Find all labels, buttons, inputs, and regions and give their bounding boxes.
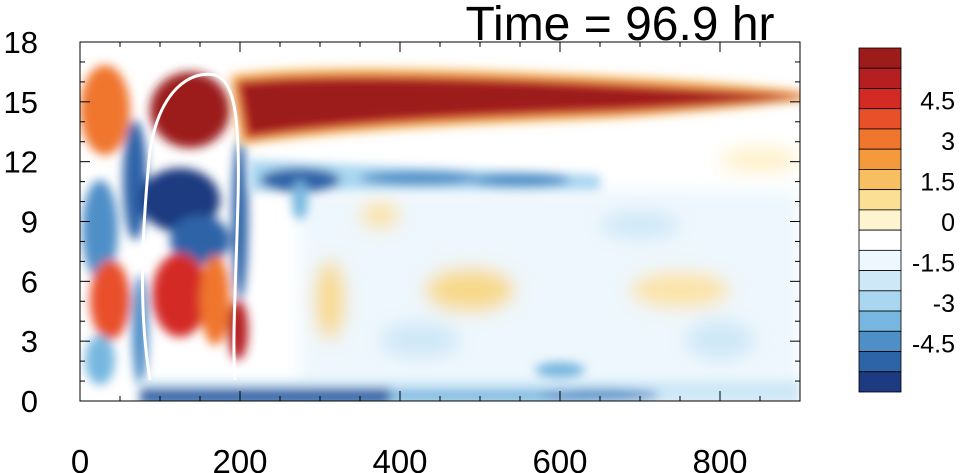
field-surface-layer	[140, 362, 800, 401]
colorbar-swatch	[858, 47, 902, 69]
y-tick-label: 12	[4, 145, 38, 180]
colorbar-swatch	[858, 67, 902, 89]
colorbar-tick-label: 3	[941, 128, 955, 156]
x-tick-label: 200	[212, 443, 267, 473]
colorbar-swatch	[858, 371, 902, 393]
colorbar-swatch	[858, 270, 902, 292]
y-tick-label: 18	[4, 25, 38, 60]
colorbar-tick-label: -1.5	[912, 250, 955, 278]
colorbar-swatch	[858, 128, 902, 150]
colorbar-swatch	[858, 148, 902, 170]
x-tick-label: 600	[532, 443, 587, 473]
y-tick-label: 0	[21, 384, 38, 419]
field-left-region	[80, 65, 248, 385]
field-background-patches	[300, 148, 800, 390]
y-axis: 0 3 6 9 12 15 18	[4, 25, 800, 419]
y-tick-label: 9	[21, 205, 38, 240]
x-tick-label: 0	[71, 443, 89, 473]
colorbar-tick-label: 4.5	[920, 88, 955, 116]
colorbar-swatch	[858, 249, 902, 271]
field-negative-band	[250, 160, 600, 220]
field-upper-band	[230, 68, 800, 145]
colorbar-swatch	[858, 229, 902, 251]
colorbar-swatch	[858, 209, 902, 231]
colorbar-swatch	[858, 108, 902, 130]
y-tick-label: 6	[21, 264, 38, 299]
x-axis: 0 200 400 600 800	[71, 42, 801, 473]
colorbar-swatch	[858, 330, 902, 352]
colorbar-swatch	[858, 189, 902, 211]
colorbar-swatch	[858, 310, 902, 332]
plot-area	[80, 42, 800, 401]
colorbar-swatch	[858, 351, 902, 373]
y-tick-label: 15	[4, 85, 38, 120]
colorbar-tick-label: -3	[933, 290, 955, 318]
colorbar-tick-label: 1.5	[920, 169, 955, 197]
colorbar-swatch	[858, 88, 902, 110]
colorbar: 4.5 3 1.5 0 -1.5 -3 -4.5	[858, 47, 955, 393]
chart-title: Time = 96.9 hr	[465, 0, 774, 51]
colorbar-swatch	[858, 290, 902, 312]
x-tick-label: 400	[372, 443, 427, 473]
colorbar-swatch	[858, 169, 902, 191]
bubble-outline-line	[141, 72, 240, 381]
heatmap-field	[80, 65, 800, 401]
y-tick-label: 3	[21, 324, 38, 359]
colorbar-tick-label: -4.5	[912, 331, 955, 359]
colorbar-tick-label: 0	[941, 209, 955, 237]
x-tick-label: 800	[692, 443, 747, 473]
